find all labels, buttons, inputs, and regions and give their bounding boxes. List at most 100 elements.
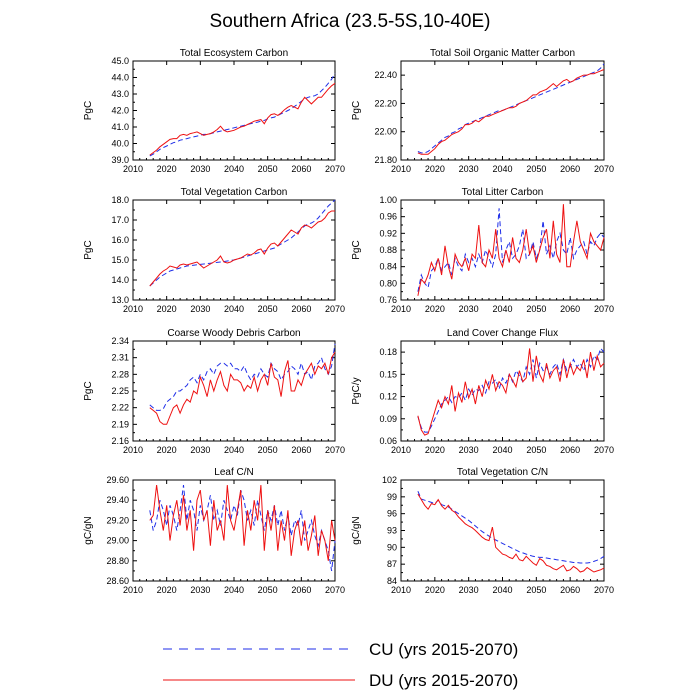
series-line-du bbox=[417, 69, 605, 155]
y-tick-label: 0.18 bbox=[379, 347, 397, 357]
y-axis-label: PgC bbox=[83, 240, 94, 259]
plot-frame bbox=[400, 199, 605, 301]
y-axis-label: PgC bbox=[83, 381, 94, 400]
y-tick-label: 0.84 bbox=[379, 262, 397, 272]
y-tick-label: 28.80 bbox=[106, 556, 129, 566]
panel-total-vegetation-c-n: Total Vegetation C/N 2010 2020 2030 2040 2050… bbox=[351, 467, 614, 595]
y-tick-label: 90 bbox=[387, 542, 397, 552]
y-tick-label: 14.0 bbox=[111, 275, 129, 285]
y-tick-label: 29.20 bbox=[106, 515, 129, 525]
x-tick-label: 2010 bbox=[391, 164, 411, 174]
y-tick-label: 2.34 bbox=[111, 336, 129, 346]
y-axis-label: PgC bbox=[83, 101, 94, 120]
x-tick-label: 2060 bbox=[560, 304, 580, 314]
series-line-du bbox=[149, 485, 336, 561]
x-tick-label: 2050 bbox=[258, 164, 278, 174]
panels: Total Ecosystem Carbon 2010 2020 2030 2040 20… bbox=[83, 48, 614, 595]
x-tick-label: 2050 bbox=[526, 164, 546, 174]
x-tick-label: 2030 bbox=[459, 445, 479, 455]
x-tick-label: 2040 bbox=[224, 164, 244, 174]
x-tick-label: 2040 bbox=[492, 164, 512, 174]
x-tick-label: 2030 bbox=[190, 304, 210, 314]
x-tick-label: 2020 bbox=[157, 164, 177, 174]
x-tick-label: 2060 bbox=[560, 164, 580, 174]
panel-title: Total Ecosystem Carbon bbox=[180, 48, 288, 59]
x-tick-label: 2010 bbox=[123, 164, 143, 174]
x-tick-label: 2060 bbox=[291, 585, 311, 595]
panel-title: Land Cover Change Flux bbox=[447, 328, 558, 339]
x-tick-label: 2010 bbox=[391, 304, 411, 314]
y-tick-label: 13.0 bbox=[111, 295, 129, 305]
x-tick-label: 2070 bbox=[325, 164, 345, 174]
y-tick-label: 22.00 bbox=[374, 127, 397, 137]
x-tick-label: 2050 bbox=[258, 304, 278, 314]
x-tick-label: 2070 bbox=[325, 585, 345, 595]
panel-total-soil-organic-matter-carbon: Total Soil Organic Matter Carbon 2010 2020… bbox=[351, 48, 614, 174]
y-tick-label: 21.80 bbox=[374, 155, 397, 165]
x-tick-label: 2040 bbox=[224, 304, 244, 314]
y-tick-label: 0.12 bbox=[379, 392, 397, 402]
series-line-du bbox=[149, 210, 335, 287]
figure-title: Southern Africa (23.5-5S,10-40E) bbox=[210, 11, 491, 32]
y-tick-label: 42.0 bbox=[111, 106, 129, 116]
panel-title: Total Soil Organic Matter Carbon bbox=[430, 48, 575, 59]
plot-frame bbox=[132, 340, 336, 442]
x-tick-label: 2020 bbox=[425, 445, 445, 455]
y-tick-label: 0.15 bbox=[379, 369, 397, 379]
x-tick-label: 2070 bbox=[594, 304, 614, 314]
series-line-cu bbox=[417, 347, 605, 433]
legend-label-du: DU (yrs 2015-2070) bbox=[369, 671, 518, 690]
panel-total-vegetation-carbon: Total Vegetation Carbon 2010 2020 2030 2040 2… bbox=[83, 187, 345, 314]
series-line-cu bbox=[417, 491, 605, 564]
x-tick-label: 2040 bbox=[224, 585, 244, 595]
y-tick-label: 15.0 bbox=[111, 255, 129, 265]
x-tick-label: 2020 bbox=[157, 304, 177, 314]
series-line-cu bbox=[149, 199, 336, 287]
y-tick-label: 1.00 bbox=[379, 195, 397, 205]
panel-title: Total Vegetation Carbon bbox=[181, 187, 288, 198]
y-tick-label: 0.09 bbox=[379, 414, 397, 424]
y-tick-label: 28.60 bbox=[106, 576, 129, 586]
x-tick-label: 2010 bbox=[123, 585, 143, 595]
x-tick-label: 2020 bbox=[157, 445, 177, 455]
series-line-cu bbox=[149, 343, 336, 411]
x-tick-label: 2060 bbox=[560, 445, 580, 455]
x-tick-label: 2030 bbox=[459, 164, 479, 174]
y-axis-label: PgC/y bbox=[351, 377, 362, 404]
y-tick-label: 18.0 bbox=[111, 195, 129, 205]
x-tick-label: 2060 bbox=[291, 304, 311, 314]
x-tick-label: 2070 bbox=[594, 445, 614, 455]
x-tick-label: 2010 bbox=[391, 585, 411, 595]
y-tick-label: 22.40 bbox=[374, 70, 397, 80]
x-tick-label: 2050 bbox=[526, 445, 546, 455]
series-line-du bbox=[149, 82, 336, 156]
panel-total-ecosystem-carbon: Total Ecosystem Carbon 2010 2020 2030 2040 20… bbox=[83, 48, 345, 174]
x-tick-label: 2020 bbox=[425, 304, 445, 314]
y-tick-label: 29.40 bbox=[106, 495, 129, 505]
y-tick-label: 0.80 bbox=[379, 278, 397, 288]
legend: CU (yrs 2015-2070) DU (yrs 2015-2070) bbox=[163, 640, 518, 690]
x-tick-label: 2010 bbox=[123, 304, 143, 314]
x-tick-label: 2040 bbox=[492, 585, 512, 595]
x-tick-label: 2020 bbox=[425, 164, 445, 174]
y-tick-label: 0.88 bbox=[379, 245, 397, 255]
y-tick-label: 93 bbox=[387, 526, 397, 536]
y-tick-label: 0.92 bbox=[379, 228, 397, 238]
y-tick-label: 40.0 bbox=[111, 139, 129, 149]
y-tick-label: 45.0 bbox=[111, 56, 129, 66]
x-tick-label: 2070 bbox=[325, 445, 345, 455]
legend-label-cu: CU (yrs 2015-2070) bbox=[369, 640, 518, 659]
y-tick-label: 39.0 bbox=[111, 155, 129, 165]
x-tick-label: 2040 bbox=[224, 445, 244, 455]
y-axis-label: gC/gN bbox=[83, 516, 94, 544]
series-line-du bbox=[417, 493, 605, 573]
y-tick-label: 2.19 bbox=[111, 419, 129, 429]
x-tick-label: 2010 bbox=[123, 445, 143, 455]
y-tick-label: 2.22 bbox=[111, 403, 129, 413]
x-tick-label: 2050 bbox=[258, 585, 278, 595]
panel-title: Leaf C/N bbox=[214, 467, 253, 478]
panel-leaf-c-n: Leaf C/N 2010 2020 2030 2040 2050 2060 2070 28.6… bbox=[83, 467, 345, 595]
y-tick-label: 0.96 bbox=[379, 212, 397, 222]
y-tick-label: 22.20 bbox=[374, 98, 397, 108]
y-tick-label: 102 bbox=[382, 475, 397, 485]
